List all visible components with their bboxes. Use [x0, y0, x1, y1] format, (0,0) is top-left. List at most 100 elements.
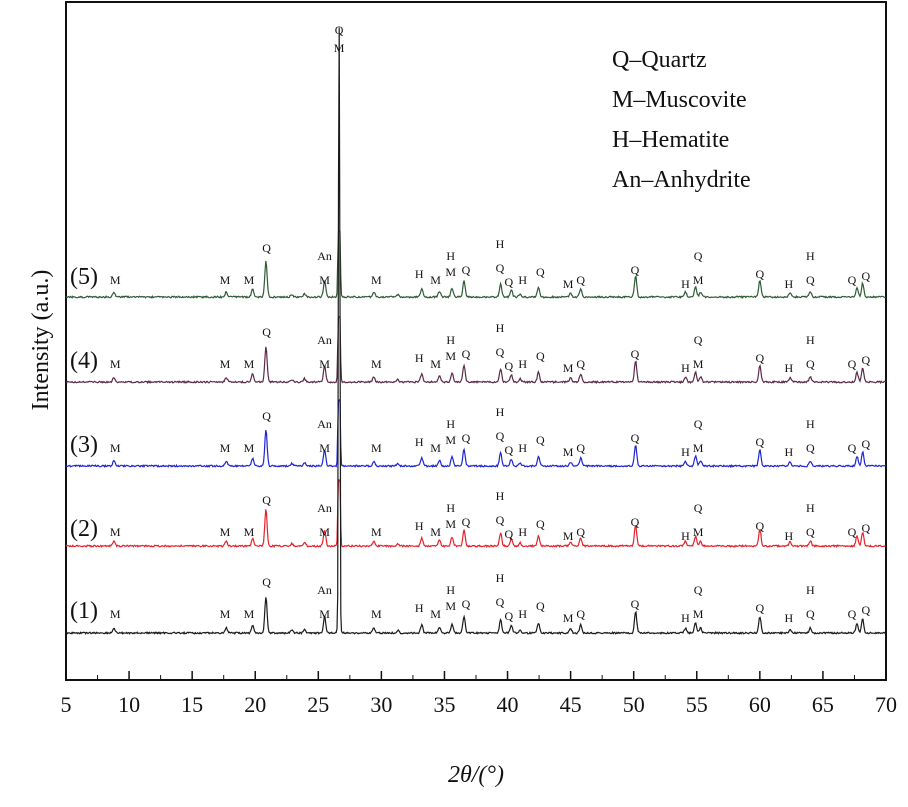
peak-label: M — [371, 357, 382, 371]
peak-label: H — [681, 529, 690, 543]
peak-label: An — [317, 417, 332, 431]
x-tick-label: 30 — [370, 692, 392, 717]
series-group — [65, 27, 887, 636]
peak-label: Q — [262, 575, 271, 589]
peak-label: M — [319, 357, 330, 371]
peak-label: Q — [536, 517, 545, 531]
x-axis-ticks: 5 10 15 20 25 30 35 40 45 50 55 60 65 70 — [61, 671, 897, 717]
peak-label: Q — [496, 261, 505, 275]
peak-label: M — [693, 607, 704, 621]
peak-label: H — [518, 607, 527, 621]
peak-label: H — [518, 441, 527, 455]
peak-label: H — [496, 321, 505, 335]
x-tick-label: 10 — [118, 692, 140, 717]
x-tick-label: 50 — [623, 692, 645, 717]
peak-label: M — [110, 525, 121, 539]
peak-label: H — [681, 611, 690, 625]
peak-label: Q — [756, 519, 765, 533]
series-2-name: (2) — [70, 516, 98, 542]
peak-label: M — [445, 433, 456, 447]
peak-label: Q — [631, 347, 640, 361]
peak-label: H — [496, 571, 505, 585]
peak-label: H — [518, 273, 527, 287]
peak-label: Q — [504, 443, 513, 457]
peak-label: Q — [462, 347, 471, 361]
peak-label: Q — [694, 417, 703, 431]
peak-label: M — [430, 607, 441, 621]
peak-label: M — [430, 441, 441, 455]
x-tick-label: 20 — [244, 692, 266, 717]
x-tick-label: 35 — [433, 692, 455, 717]
peak-label: M — [693, 525, 704, 539]
peak-label: Q — [262, 325, 271, 339]
peak-label: M — [430, 525, 441, 539]
peak-label: M — [430, 273, 441, 287]
peak-label: M — [110, 273, 121, 287]
peak-label: Q — [496, 595, 505, 609]
peak-label: H — [415, 601, 424, 615]
peak-label: M — [319, 273, 330, 287]
peak-label: Q — [756, 601, 765, 615]
main-peak-label: M — [334, 41, 345, 55]
peak-label: Q — [756, 435, 765, 449]
peak-label: H — [785, 277, 794, 291]
legend-entry-quartz: Q–Quartz — [612, 47, 707, 73]
series-3-trace — [65, 398, 887, 469]
peak-label: Q — [262, 409, 271, 423]
peak-label: Q — [462, 515, 471, 529]
x-tick-label: 45 — [560, 692, 582, 717]
peak-label: Q — [861, 603, 870, 617]
peak-label: M — [371, 273, 382, 287]
peak-label: Q — [462, 431, 471, 445]
peak-label: M — [319, 441, 330, 455]
peak-label: Q — [694, 583, 703, 597]
peak-label: M — [244, 273, 255, 287]
series-3-name: (3) — [70, 432, 98, 458]
peak-label: Q — [504, 359, 513, 373]
peak-label: Q — [576, 357, 585, 371]
peak-label: Q — [806, 357, 815, 371]
peak-label: Q — [848, 525, 857, 539]
series-names: (5) (4) (3) (2) (1) — [70, 264, 98, 624]
x-tick-label: 40 — [497, 692, 519, 717]
peak-label: H — [415, 267, 424, 281]
peak-label: H — [415, 519, 424, 533]
peak-label: M — [319, 525, 330, 539]
x-tick-label: 55 — [686, 692, 708, 717]
peak-label: Q — [861, 353, 870, 367]
peak-label: M — [244, 357, 255, 371]
x-tick-label: 65 — [812, 692, 834, 717]
peak-label: M — [220, 525, 231, 539]
x-tick-label: 5 — [61, 692, 72, 717]
series-5-trace — [65, 230, 887, 299]
peak-label: Q — [536, 349, 545, 363]
peak-label: Q — [262, 493, 271, 507]
x-tick-label: 60 — [749, 692, 771, 717]
peak-label: Q — [496, 513, 505, 527]
x-tick-label: 25 — [307, 692, 329, 717]
peak-label: M — [563, 445, 574, 459]
peak-label: Q — [462, 597, 471, 611]
peak-label: M — [220, 273, 231, 287]
peak-label: An — [317, 583, 332, 597]
series-1-name: (1) — [70, 598, 98, 624]
peak-label: H — [681, 361, 690, 375]
peak-label: M — [110, 357, 121, 371]
peak-label: M — [371, 525, 382, 539]
peak-label: Q — [496, 429, 505, 443]
peak-label: M — [563, 529, 574, 543]
peak-label: Q — [262, 241, 271, 255]
peak-label: H — [806, 249, 815, 263]
peak-label: M — [563, 611, 574, 625]
peak-label: Q — [504, 275, 513, 289]
peak-label: Q — [806, 273, 815, 287]
peak-label: Q — [576, 273, 585, 287]
peak-label: H — [806, 417, 815, 431]
peak-label: H — [415, 435, 424, 449]
peak-label: H — [415, 351, 424, 365]
series-5-name: (5) — [70, 264, 98, 290]
peak-label: Q — [848, 357, 857, 371]
peak-label: M — [371, 441, 382, 455]
